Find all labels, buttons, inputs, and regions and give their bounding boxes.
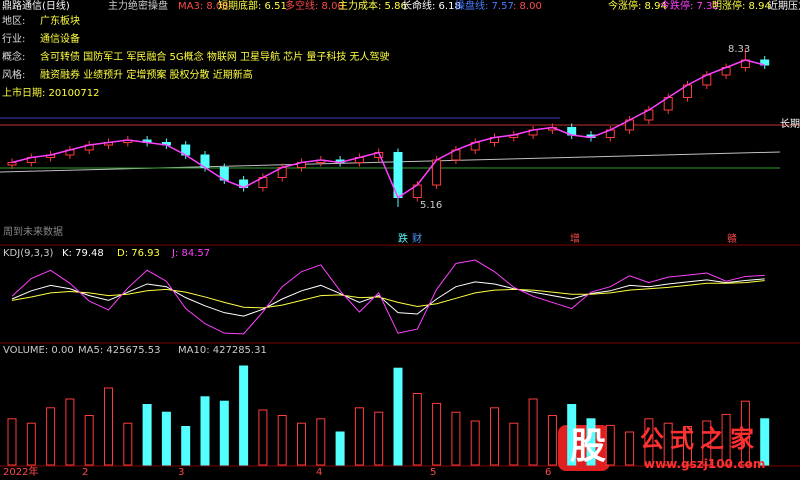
volume-bar — [84, 415, 94, 466]
info-value: 广东板块 — [40, 16, 80, 27]
low-label: 5.16 — [420, 200, 443, 211]
watermark-name: 公式之家 — [640, 425, 760, 453]
signal-label: 赣 — [727, 234, 737, 245]
volume-bar — [142, 404, 152, 466]
cost-line — [0, 151, 781, 173]
header-item: 操盘线: 7.57 — [455, 1, 514, 12]
info-key: 风格: — [2, 70, 26, 81]
volume-bar — [7, 418, 17, 466]
volume-ma5: MA5: 425675.53 — [78, 345, 161, 356]
close-line — [11, 59, 765, 199]
info-key: 概念: — [2, 52, 26, 63]
volume-bar — [470, 420, 480, 466]
header-item: 短期底部: 6.51 — [218, 1, 287, 12]
header-item: 今涨停: 8.94 — [608, 1, 667, 12]
volume-bar — [123, 422, 133, 466]
volume-bar — [316, 418, 326, 466]
long-label: 长期 — [780, 119, 800, 130]
volume-bar — [65, 398, 75, 466]
volume-title: VOLUME: 0.00 — [3, 345, 74, 356]
volume-bar — [393, 367, 403, 466]
kdj-label: KDJ(9,3,3) — [3, 248, 54, 259]
volume-bar — [297, 422, 306, 466]
volume-bar — [567, 404, 577, 466]
volume-bar — [528, 398, 538, 466]
header-item: MA3: 8.08 — [178, 1, 229, 12]
volume-bar — [721, 413, 731, 466]
info-key: 行业: — [2, 34, 26, 45]
x-axis-label: 5 — [430, 467, 437, 478]
x-axis-label: 2 — [82, 467, 89, 478]
volume-bar — [161, 411, 171, 466]
signal-label: 增 — [570, 234, 580, 245]
volume-bar — [702, 420, 712, 466]
volume-bar — [239, 365, 249, 466]
volume-bar — [46, 407, 56, 466]
kdj-line — [11, 278, 765, 317]
candle-body — [7, 162, 17, 166]
volume-bar — [200, 396, 210, 466]
kdj-line — [11, 280, 765, 309]
x-axis-label: 6 — [545, 467, 552, 478]
volume-bar — [26, 422, 36, 466]
x-axis-label: 4 — [316, 467, 323, 478]
indicator-name: 主力绝密操盘 — [108, 1, 168, 12]
watermark-url: www.gszj100.com — [644, 457, 766, 471]
volume-bar — [335, 431, 345, 466]
volume-bar — [432, 402, 442, 466]
volume-bar — [258, 409, 268, 466]
header-item: : 8.00 — [513, 1, 542, 12]
volume-bar — [451, 411, 461, 466]
volume-bar — [547, 415, 557, 466]
volume-bar — [181, 426, 191, 466]
high-label: 8.33 — [728, 44, 751, 55]
volume-bar — [663, 422, 673, 466]
watermark-icon: 股 — [570, 426, 607, 467]
volume-bar — [490, 407, 499, 466]
header-item: 明涨停: 8.94 — [712, 1, 771, 12]
info-value: 含可转债 国防军工 军民融合 5G概念 物联网 卫星导航 芯片 量子科技 无人驾… — [40, 52, 390, 63]
volume-bar — [354, 407, 364, 466]
volume-bar — [219, 400, 229, 466]
header-item: 多空线: 8.00 — [285, 1, 344, 12]
volume-bar — [509, 422, 519, 466]
signal-label: 财 — [412, 234, 422, 245]
legend-entry: K: 79.48 — [62, 248, 104, 259]
volume-bar — [104, 387, 113, 466]
header-item: 主力成本: 5.86 — [338, 1, 407, 12]
header-item: 长命线: 6.18 — [402, 1, 461, 12]
volume-bar — [760, 418, 770, 466]
volume-bar — [374, 411, 384, 466]
listing-date: 上市日期: 20100712 — [2, 88, 100, 99]
volume-ma10: MA10: 427285.31 — [178, 345, 267, 356]
volume-bar — [644, 418, 654, 466]
info-value: 融资融券 业绩预升 定增预案 股权分散 近期新高 — [40, 70, 253, 81]
future-note: 周到未来数据 — [3, 227, 63, 238]
info-key: 地区: — [2, 16, 26, 27]
kdj-line — [11, 259, 765, 335]
legend-entry: J: 84.57 — [172, 248, 211, 259]
x-axis-label: 2022年 — [3, 467, 39, 478]
x-axis-label: 3 — [178, 467, 185, 478]
volume-bar — [605, 424, 615, 466]
header-item: 近期压力 — [768, 1, 800, 12]
volume-bar — [277, 415, 287, 466]
volume-bar — [586, 418, 596, 466]
info-value: 通信设备 — [40, 34, 80, 45]
signal-label: 跌 — [398, 234, 408, 245]
legend-entry: D: 76.93 — [117, 248, 160, 259]
stock-title: 鼎路通信(日线) — [2, 1, 70, 12]
volume-bar — [412, 393, 422, 466]
volume-bar — [740, 400, 750, 466]
volume-bar — [683, 426, 692, 466]
volume-bar — [625, 431, 635, 466]
header-item: 今跌停: 7.32 — [660, 1, 719, 12]
